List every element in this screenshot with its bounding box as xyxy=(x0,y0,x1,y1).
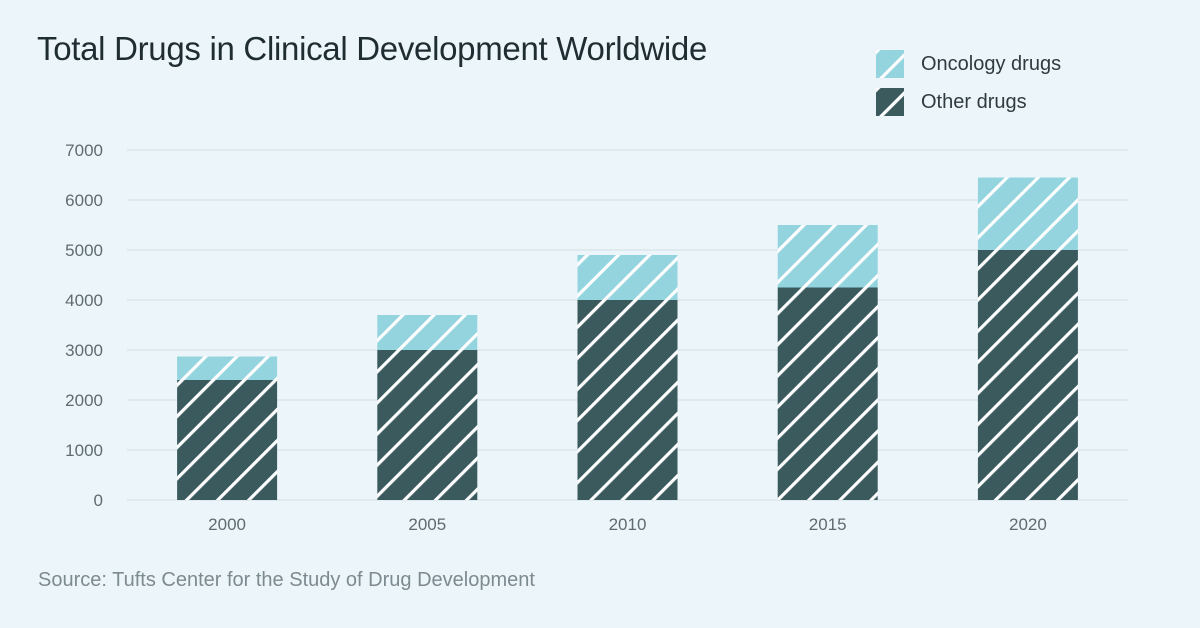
other-bar-2000 xyxy=(177,380,278,500)
source-note: Source: Tufts Center for the Study of Dr… xyxy=(38,569,535,591)
legend-label-oncology: Oncology drugs xyxy=(921,52,1062,75)
legend-label-other: Other drugs xyxy=(921,90,1027,113)
other-bar-2005 xyxy=(377,350,478,500)
oncology-bar-2000 xyxy=(177,356,278,380)
oncology-bar-2015 xyxy=(777,225,878,288)
x-tick-label: 2000 xyxy=(208,515,246,534)
legend-swatch-oncology xyxy=(876,50,904,78)
chart-title: Total Drugs in Clinical Development Worl… xyxy=(37,30,708,67)
x-tick-label: 2005 xyxy=(408,515,446,534)
legend: Oncology drugs Other drugs xyxy=(876,50,1061,126)
bars xyxy=(177,177,1078,500)
y-tick-label: 0 xyxy=(94,491,103,510)
other-bar-2010 xyxy=(577,300,678,500)
legend-item-other: Other drugs xyxy=(876,88,1061,116)
y-tick-label: 7000 xyxy=(65,141,103,160)
other-bar-2020 xyxy=(977,250,1078,500)
x-tick-label: 2010 xyxy=(609,515,647,534)
oncology-bar-2010 xyxy=(577,255,678,300)
y-tick-label: 4000 xyxy=(65,291,103,310)
y-tick-label: 2000 xyxy=(65,391,103,410)
x-tick-label: 2020 xyxy=(1009,515,1047,534)
legend-swatch-other xyxy=(876,88,904,116)
other-bar-2015 xyxy=(777,287,878,500)
y-tick-label: 3000 xyxy=(65,341,103,360)
y-tick-label: 1000 xyxy=(65,441,103,460)
x-tick-label: 2015 xyxy=(809,515,847,534)
legend-item-oncology: Oncology drugs xyxy=(876,50,1061,78)
oncology-bar-2005 xyxy=(377,315,478,350)
axis-labels: 0 1000 2000 3000 4000 5000 6000 7000 2000 2005 201… xyxy=(65,141,1047,534)
oncology-bar-2020 xyxy=(977,177,1078,250)
y-tick-label: 6000 xyxy=(65,191,103,210)
y-tick-label: 5000 xyxy=(65,241,103,260)
